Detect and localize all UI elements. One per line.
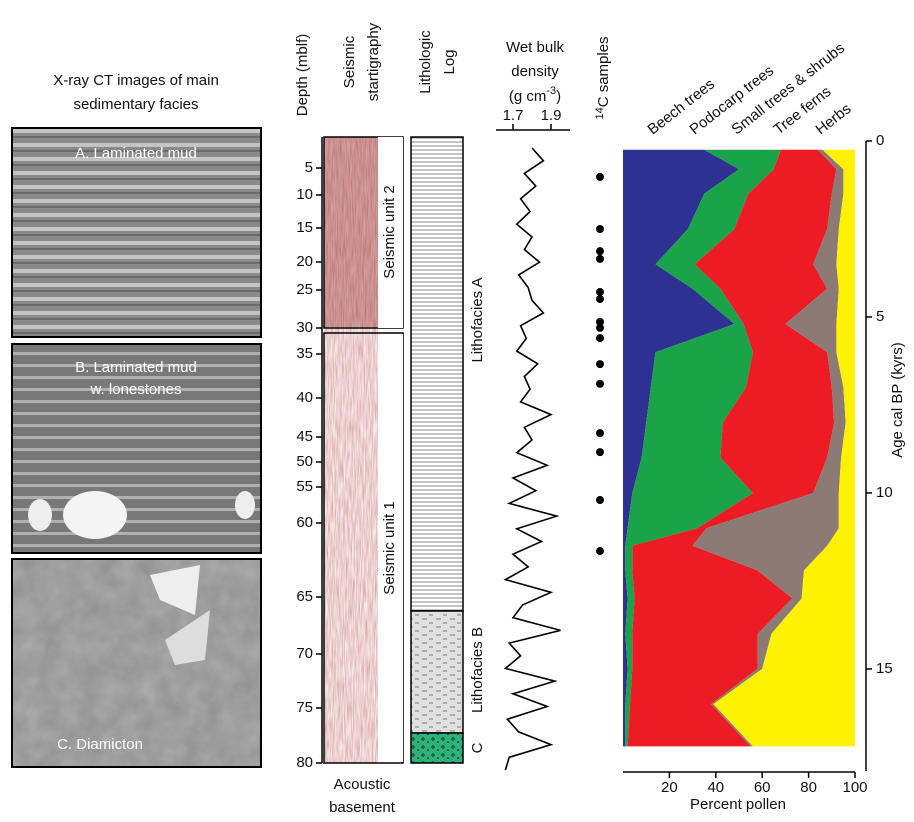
c14-sample [596, 495, 604, 504]
c14-label: 14C samples [594, 36, 612, 119]
ct-image-a [11, 127, 262, 338]
depth-tick-label: 20 [296, 253, 313, 270]
c14-sample [596, 379, 604, 388]
density-unit: (g cm-3) [509, 85, 561, 105]
litho-label: Lithologic [417, 30, 434, 94]
seismic-texture [324, 137, 378, 763]
depth-tick-label: 5 [305, 159, 313, 176]
unit-part: -3 [546, 85, 556, 97]
density-curve [503, 147, 561, 771]
pollen-area [627, 149, 837, 747]
clast [63, 491, 127, 539]
c14-sample [596, 317, 604, 326]
depth-label: Depth (mblf) [294, 34, 311, 117]
y-tick-label: 5 [876, 308, 884, 325]
facies-label: C [469, 742, 486, 753]
c14-sample [596, 224, 604, 233]
x-tick-label: 80 [800, 779, 817, 796]
density-label: density [511, 63, 559, 80]
depth-tick-label: 75 [296, 699, 313, 716]
x-tick-label: 40 [707, 779, 724, 796]
ct-title: sedimentary facies [73, 96, 198, 113]
depth-tick-label: 10 [296, 186, 313, 203]
depth-tick-label: 60 [296, 514, 313, 531]
density-label: Wet bulk [506, 39, 565, 56]
depth-tick-label: 30 [296, 319, 313, 336]
depth-tick-label: 25 [296, 281, 313, 298]
clast [150, 565, 200, 615]
ct-image-b [11, 343, 262, 554]
litho-a [410, 136, 464, 612]
litho-c [410, 732, 464, 764]
seismic-unit: Seismic unit 1 [381, 501, 398, 594]
depth-tick-label: 35 [296, 345, 313, 362]
c14-sample [596, 334, 604, 343]
c14-sample [596, 247, 604, 256]
c14-sample [596, 323, 604, 332]
c14-sample [596, 547, 604, 556]
ct-label: w. lonestones [90, 381, 182, 398]
pollen-area [625, 149, 781, 747]
c14-sample [596, 429, 604, 438]
depth-tick-label: 80 [296, 754, 313, 771]
seismic-footer: Acoustic [334, 776, 391, 793]
depth-tick-label: 70 [296, 645, 313, 662]
c14-sample [596, 287, 604, 296]
pollen-area [623, 149, 739, 747]
unit-part: ) [556, 88, 561, 105]
x-axis-label: Percent pollen [690, 796, 786, 813]
depth-tick-label: 40 [296, 389, 313, 406]
seismic-label: startigraphy [365, 22, 382, 101]
depth-tick-label: 45 [296, 428, 313, 445]
depth-tick-label: 55 [296, 478, 313, 495]
clast [28, 499, 52, 531]
seismic-footer: basement [329, 799, 396, 816]
seismic-unit: Seismic unit 2 [381, 185, 398, 278]
density-tick-label: 1.9 [541, 107, 562, 124]
ct-label: B. Laminated mud [75, 359, 197, 376]
c14-sample [596, 172, 604, 181]
depth-tick-label: 15 [296, 219, 313, 236]
x-tick-label: 60 [754, 779, 771, 796]
ct-label: A. Laminated mud [75, 145, 197, 162]
facies-label: Lithofacies A [469, 277, 486, 362]
c14-sample [596, 448, 604, 457]
c14-sample [596, 360, 604, 369]
c14-sample [596, 254, 604, 263]
depth-tick-label: 65 [296, 588, 313, 605]
seismic-unit-fill [378, 334, 403, 762]
pollen-area [713, 149, 855, 747]
litho-label: Log [441, 49, 458, 74]
seismic-label: Seismic [341, 35, 358, 88]
seismic-unit-fill [378, 137, 403, 328]
y-tick-label: 15 [876, 660, 893, 677]
y-tick-label: 0 [876, 132, 884, 149]
ct-texture [13, 560, 260, 766]
pollen-area [692, 149, 846, 747]
density-tick-label: 1.7 [503, 107, 524, 124]
clast [165, 610, 210, 665]
facies-label: Lithofacies B [469, 627, 486, 713]
x-tick-label: 20 [661, 779, 678, 796]
y-tick-label: 10 [876, 484, 893, 501]
x-tick-label: 100 [842, 779, 867, 796]
clast [235, 491, 255, 519]
depth-tick-label: 50 [296, 453, 313, 470]
c14-sample [596, 295, 604, 304]
ct-title: X-ray CT images of main [53, 72, 219, 89]
litho-b [410, 610, 464, 734]
unit-part: (g cm [509, 88, 547, 105]
c14-text: C samples [595, 36, 612, 107]
ct-label: C. Diamicton [57, 736, 143, 753]
c14-sup: 14 [594, 107, 606, 119]
seismic-reflectors [324, 137, 378, 327]
y-axis-label: Age cal BP (kyrs) [889, 342, 906, 458]
